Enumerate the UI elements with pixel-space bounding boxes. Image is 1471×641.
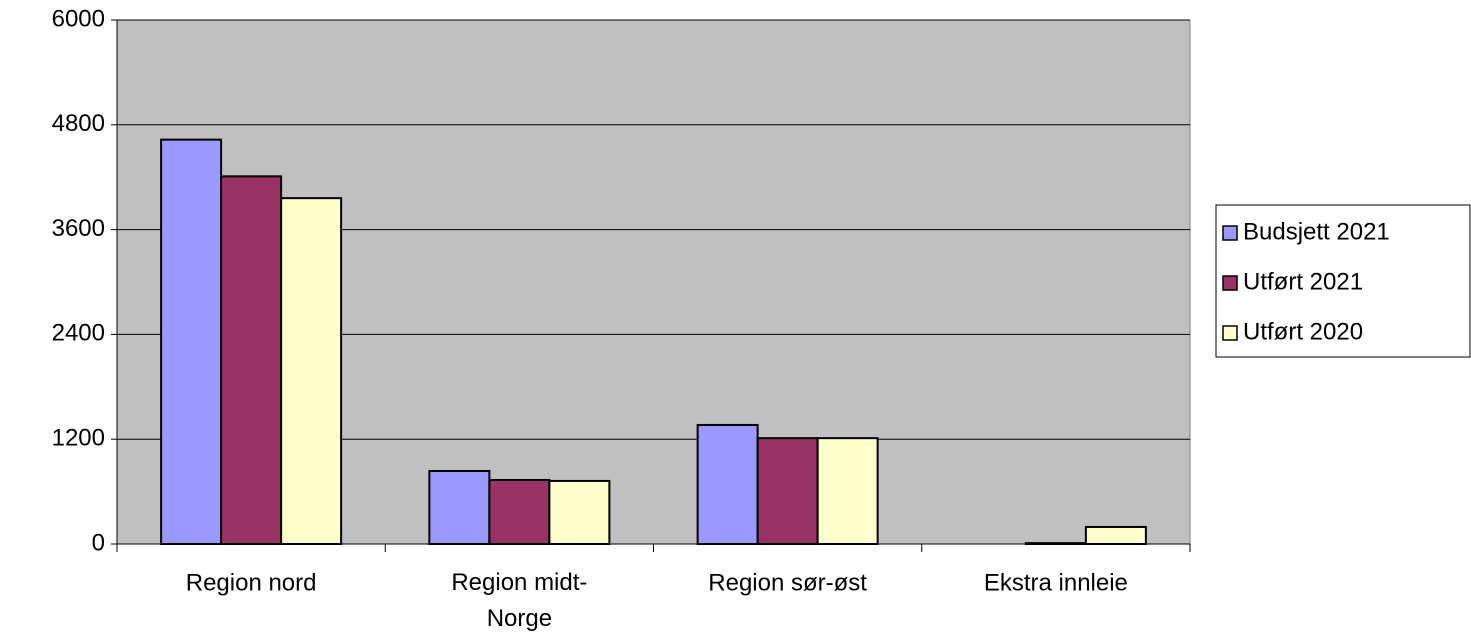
- bar: [220, 175, 283, 545]
- y-tick-label: 3600: [52, 215, 105, 242]
- bar: [428, 469, 491, 545]
- bar: [816, 437, 879, 546]
- x-tick-label: Ekstra innleie: [984, 569, 1128, 596]
- legend-box: [1215, 204, 1471, 358]
- bar: [696, 423, 759, 545]
- bar: [488, 478, 551, 546]
- y-tick-label: 0: [92, 529, 105, 556]
- bar: [160, 138, 223, 545]
- bar: [1084, 525, 1147, 545]
- y-tick-label: 4800: [52, 110, 105, 137]
- bar: [280, 197, 343, 545]
- legend-swatch: [1222, 225, 1238, 241]
- x-tick-label: Region midt-Norge: [451, 569, 587, 632]
- legend-swatch: [1222, 275, 1238, 291]
- x-tick-label: Region nord: [186, 569, 317, 596]
- y-tick-label: 2400: [52, 320, 105, 347]
- bar: [1024, 542, 1087, 545]
- bar: [548, 479, 611, 546]
- legend-label: Utført 2021: [1243, 268, 1363, 295]
- y-tick-label: 1200: [52, 425, 105, 452]
- legend-label: Utført 2020: [1243, 318, 1363, 345]
- y-tick-label: 6000: [52, 5, 105, 32]
- legend-swatch: [1222, 325, 1238, 341]
- x-tick-label: Region sør-øst: [708, 569, 867, 596]
- legend-label: Budsjett 2021: [1243, 218, 1390, 245]
- bar: [756, 437, 819, 546]
